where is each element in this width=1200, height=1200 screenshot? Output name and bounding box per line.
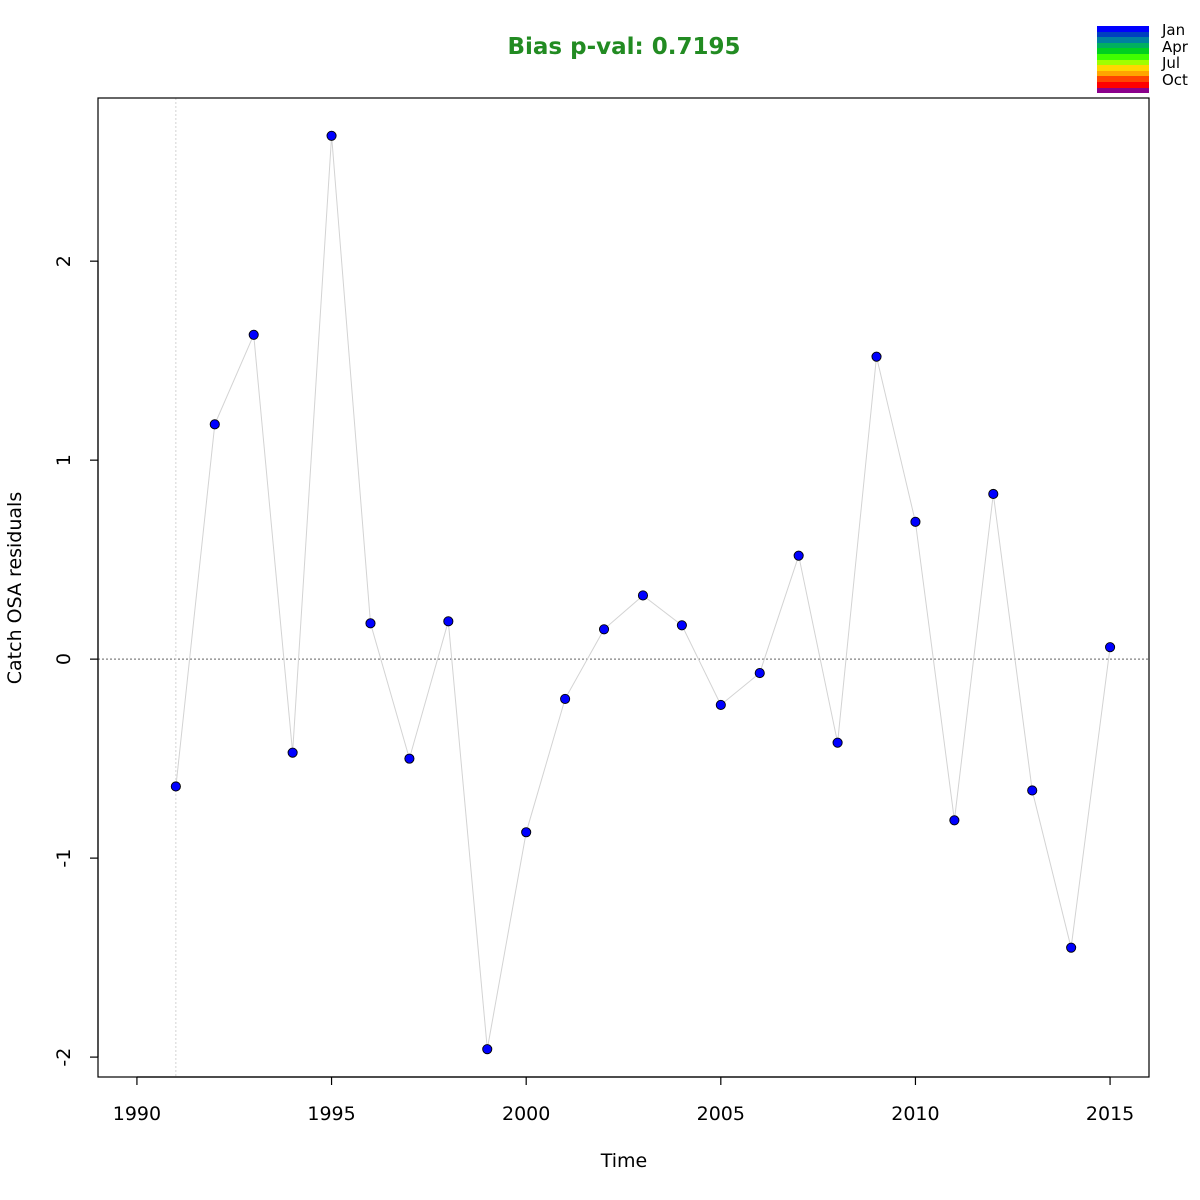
x-tick-label-1995: 1995	[307, 1103, 355, 1125]
data-point-1992	[209, 419, 220, 430]
data-point-2006	[754, 668, 765, 679]
x-axis-label: Time	[600, 1150, 648, 1172]
x-tick-label-2005: 2005	[697, 1103, 745, 1125]
data-point-1998	[443, 616, 454, 627]
legend-color-band	[1097, 87, 1149, 94]
data-point-2009	[871, 351, 882, 362]
legend-color-bar	[1097, 26, 1149, 94]
y-tick-label-0: 0	[53, 653, 75, 665]
legend-label-apr: Apr	[1162, 38, 1188, 56]
legend-color-band	[1097, 26, 1149, 32]
data-point-2013	[1027, 785, 1038, 796]
data-point-2007	[793, 550, 804, 561]
data-point-2003	[637, 590, 649, 601]
legend-color-band	[1097, 65, 1149, 71]
chart-title: Bias p-val: 0.7195	[507, 34, 741, 60]
legend-color-band	[1097, 31, 1149, 38]
legend-label-jul: Jul	[1162, 54, 1181, 72]
legend-color-band	[1097, 37, 1149, 43]
data-point-1991	[170, 781, 181, 792]
legend-color-band	[1097, 70, 1149, 77]
legend-color-band	[1097, 42, 1149, 49]
legend-label-jan: Jan	[1162, 21, 1186, 39]
x-tick-label-2010: 2010	[891, 1103, 939, 1125]
y-tick-label-1: 1	[53, 454, 75, 466]
data-point-2010	[910, 516, 921, 527]
data-point-1995	[326, 130, 337, 141]
data-point-2002	[598, 624, 610, 635]
x-tick-label-2015: 2015	[1086, 1103, 1134, 1125]
data-point-2001	[560, 693, 571, 704]
data-point-1993	[248, 329, 259, 340]
y-tick-label--2: -2	[53, 1048, 75, 1067]
y-axis-label: Catch OSA residuals	[4, 491, 26, 685]
legend-color-band	[1097, 76, 1149, 82]
y-tick-label--1: -1	[53, 849, 75, 868]
data-point-1999	[482, 1044, 493, 1055]
data-point-2004	[676, 620, 687, 631]
data-point-1994	[287, 747, 298, 758]
legend-color-band	[1097, 48, 1149, 54]
data-point-1997	[404, 753, 415, 764]
data-point-2008	[832, 737, 843, 748]
data-point-2014	[1066, 942, 1077, 953]
legend-label-oct: Oct	[1162, 71, 1188, 89]
data-point-2012	[988, 488, 999, 500]
legend-color-band	[1097, 53, 1149, 60]
plot-frame	[97, 97, 1150, 1078]
data-point-2005	[715, 699, 726, 710]
x-tick-label-1990: 1990	[113, 1103, 161, 1125]
legend-color-band	[1097, 81, 1149, 88]
data-point-1996	[365, 618, 376, 629]
data-point-2015	[1105, 642, 1116, 653]
legend-color-band	[1097, 59, 1149, 66]
x-tick-label-2000: 2000	[502, 1103, 550, 1125]
data-point-2011	[949, 815, 960, 826]
data-point-2000	[521, 827, 532, 838]
y-tick-label-2: 2	[53, 255, 75, 267]
